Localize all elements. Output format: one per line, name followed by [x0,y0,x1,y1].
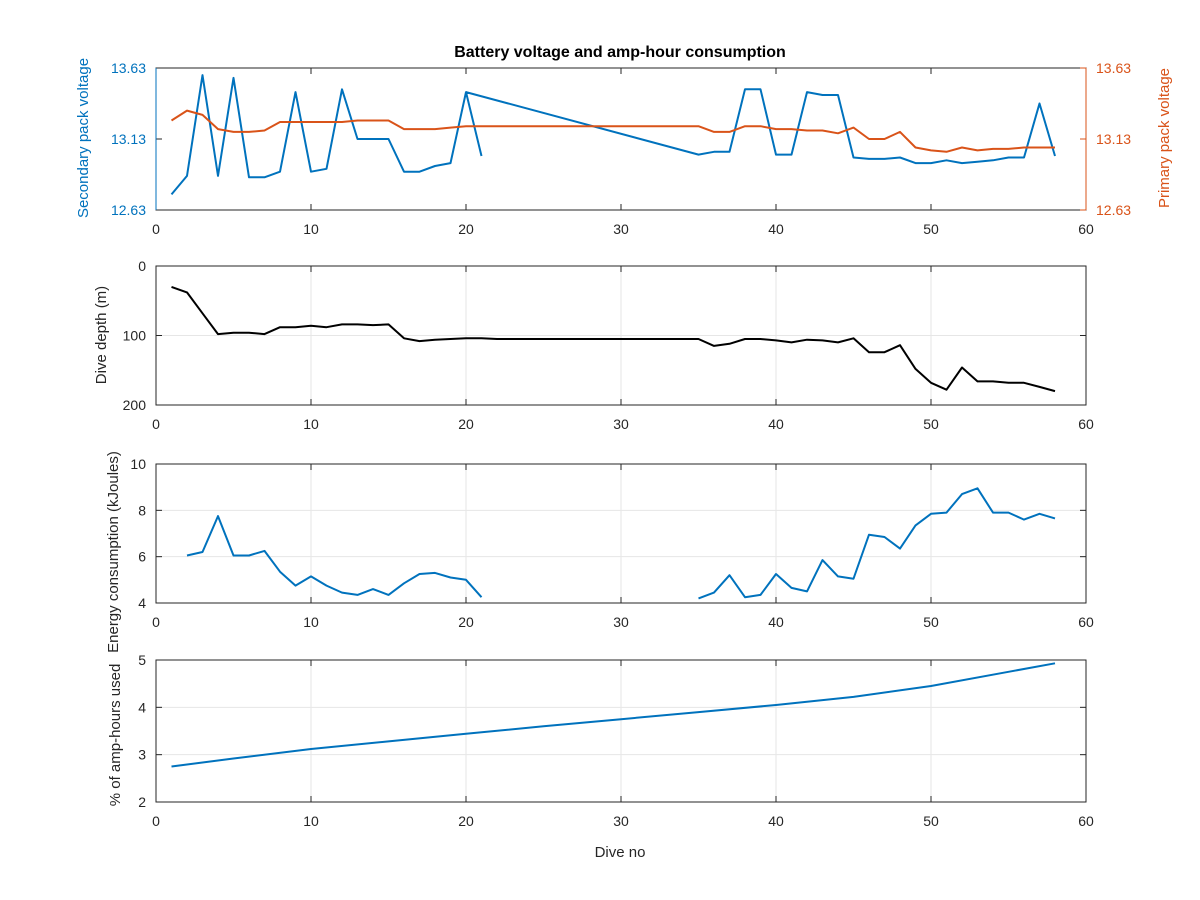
x-tick-label: 30 [613,813,629,829]
x-tick-label: 50 [923,416,939,432]
y-tick-label: 12.63 [111,202,146,218]
x-tick-label: 10 [303,614,319,630]
y-tick-label: 4 [138,699,146,715]
x-tick-label: 40 [768,221,784,237]
x-tick-label: 10 [303,813,319,829]
y-tick-label: 4 [138,595,146,611]
y-tick-label: 8 [138,502,146,518]
x-tick-label: 20 [458,813,474,829]
subplot-depth: 0 10 20 30 40 50 60 0 100 200 Dive depth (m) [93,258,1094,432]
x-tick-label: 50 [923,221,939,237]
chart-title: Battery voltage and amp-hour consumption [454,44,786,61]
series-line-main-0 [171,662,1056,768]
y-tick-label: 2 [138,794,146,810]
x-tick-label: 40 [768,614,784,630]
x-tick-label: 20 [458,416,474,432]
x-tick-label: 60 [1078,813,1094,829]
y-tick-label-right: 13.13 [1096,131,1131,147]
subplot-energy: 0 10 20 30 40 50 60 4 6 8 10 Energy consumption (k… [105,451,1094,653]
y-tick-label: 3 [138,747,146,763]
x-tick-label: 30 [613,221,629,237]
x-tick-label: 50 [923,614,939,630]
y-tick-label: 100 [123,328,147,344]
y-axis-label: Energy consumption (kJoules) [105,451,122,653]
x-tick-label: 20 [458,614,474,630]
y-axis-label-left: Secondary pack voltage [75,58,92,218]
y-tick-label: 6 [138,549,146,565]
x-tick-label: 50 [923,813,939,829]
y-tick-label: 200 [123,397,147,413]
y-tick-label-right: 12.63 [1096,202,1131,218]
y-axis-label-right: Primary pack voltage [1156,68,1173,208]
x-tick-label: 0 [152,416,160,432]
y-axis-label: Dive depth (m) [93,286,110,384]
y-tick-label: 0 [138,258,146,274]
x-tick-label: 10 [303,416,319,432]
series-line-right-1 [170,109,1055,153]
x-tick-label: 0 [152,614,160,630]
y-axis-label: % of amp-hours used [107,664,124,807]
subplot-amp-hours: 0 10 20 30 40 50 60 2 3 4 5 % of amp-hours used Di… [107,652,1094,861]
x-tick-label: 0 [152,221,160,237]
series-line-left-0 [170,74,1056,196]
x-tick-label: 40 [768,416,784,432]
x-tick-label: 40 [768,813,784,829]
x-tick-label: 60 [1078,614,1094,630]
x-tick-label: 30 [613,614,629,630]
x-tick-label: 60 [1078,416,1094,432]
series-line-main-0 [171,285,1056,393]
y-tick-label: 10 [130,456,146,472]
x-tick-label: 30 [613,416,629,432]
x-axis-label: Dive no [595,844,646,861]
y-tick-label: 13.13 [111,131,146,147]
x-tick-label: 10 [303,221,319,237]
x-tick-label: 60 [1078,221,1094,237]
y-tick-label: 13.63 [111,60,146,76]
series-line-main-0 [186,487,1056,600]
x-tick-label: 0 [152,813,160,829]
y-tick-label: 5 [138,652,146,668]
x-tick-label: 20 [458,221,474,237]
y-tick-label-right: 13.63 [1096,60,1131,76]
